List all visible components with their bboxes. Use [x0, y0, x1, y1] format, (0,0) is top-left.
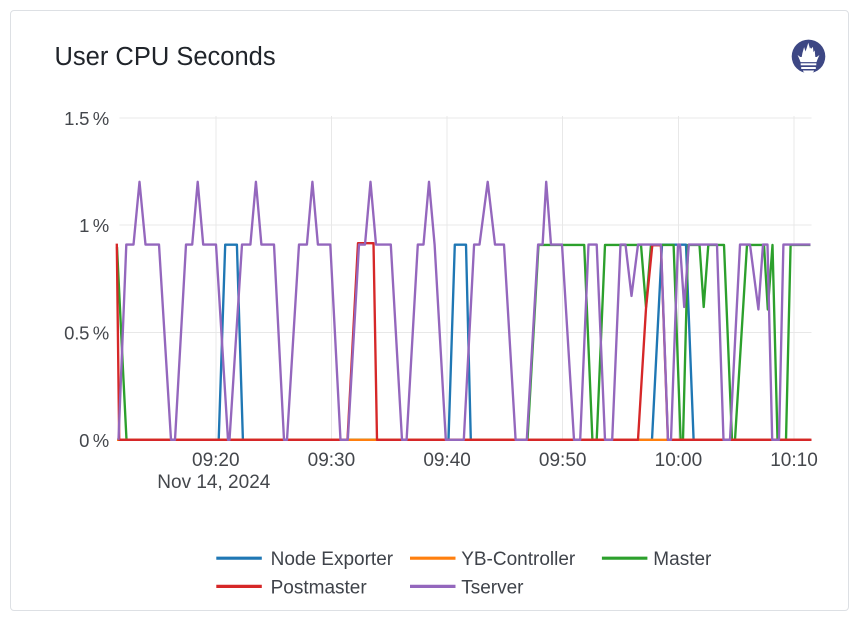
svg-text:1.5 %: 1.5 %: [64, 108, 109, 129]
svg-text:Postmaster: Postmaster: [271, 577, 368, 598]
svg-text:10:10: 10:10: [770, 450, 818, 471]
svg-text:09:40: 09:40: [423, 450, 471, 471]
svg-text:User CPU Seconds: User CPU Seconds: [55, 43, 276, 71]
svg-text:Nov 14, 2024: Nov 14, 2024: [157, 472, 270, 493]
svg-text:09:20: 09:20: [192, 450, 240, 471]
svg-text:Node Exporter: Node Exporter: [271, 549, 394, 570]
svg-text:0 %: 0 %: [79, 430, 109, 451]
svg-text:09:30: 09:30: [308, 450, 356, 471]
svg-text:Master: Master: [653, 549, 712, 570]
svg-text:YB-Controller: YB-Controller: [461, 549, 576, 570]
svg-text:09:50: 09:50: [539, 450, 587, 471]
svg-text:1 %: 1 %: [79, 215, 109, 236]
svg-text:10:00: 10:00: [655, 450, 703, 471]
svg-text:Tserver: Tserver: [461, 577, 524, 598]
svg-text:0.5 %: 0.5 %: [64, 323, 109, 344]
